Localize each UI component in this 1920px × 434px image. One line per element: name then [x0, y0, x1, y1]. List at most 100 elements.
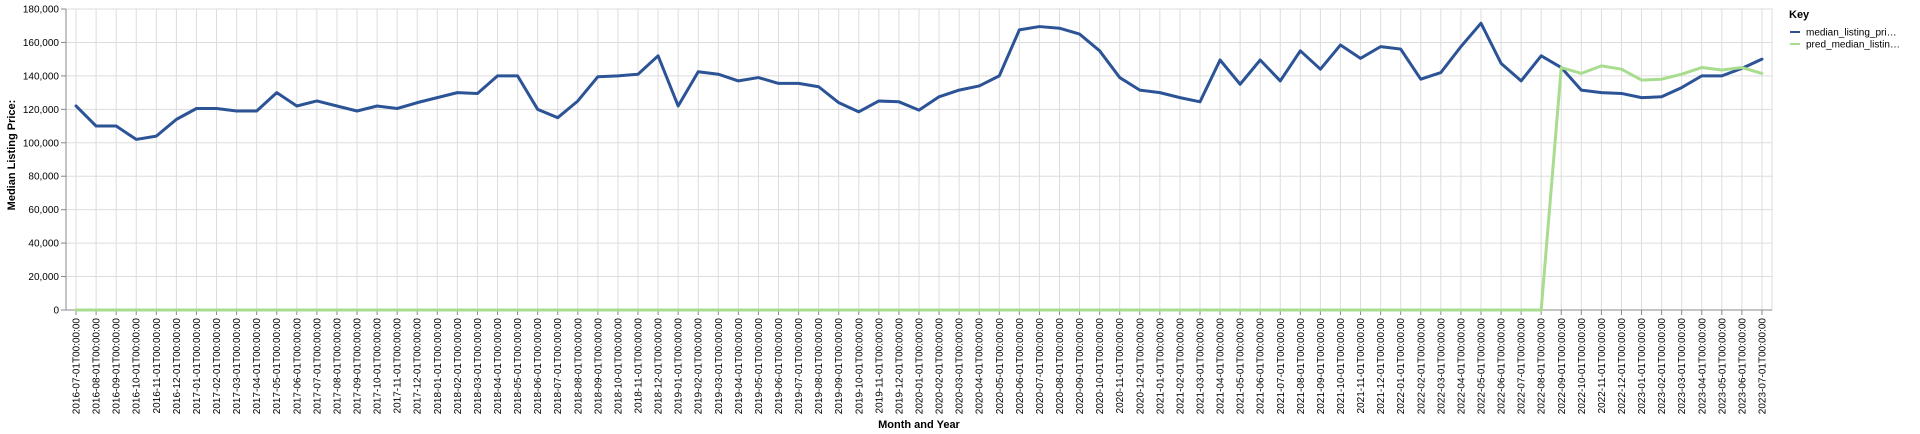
x-tick-label: 2019-03-01T00:00:00	[714, 318, 725, 415]
y-tick-label: 20,000	[28, 272, 59, 283]
x-tick-label: 2017-09-01T00:00:00	[353, 318, 364, 415]
x-tick-label: 2019-10-01T00:00:00	[854, 318, 865, 415]
x-tick-label: 2022-04-01T00:00:00	[1456, 318, 1467, 415]
x-tick-label: 2022-09-01T00:00:00	[1557, 318, 1568, 415]
x-tick-label: 2020-11-01T00:00:00	[1115, 318, 1126, 414]
series-lines	[74, 21, 1764, 312]
series-line-1	[74, 64, 1764, 312]
x-tick-label: 2019-04-01T00:00:00	[734, 318, 745, 415]
x-tick-label: 2019-02-01T00:00:00	[694, 318, 705, 415]
x-tick-label: 2016-07-01T00:00:00	[72, 318, 83, 415]
x-tick-label: 2021-01-01T00:00:00	[1155, 318, 1166, 415]
x-tick-label: 2023-01-01T00:00:00	[1637, 318, 1648, 415]
x-tick-label: 2018-01-01T00:00:00	[433, 318, 444, 415]
legend-title: Key	[1789, 9, 1810, 21]
x-tick-label: 2019-09-01T00:00:00	[834, 318, 845, 415]
x-tick-label: 2021-04-01T00:00:00	[1216, 318, 1227, 415]
x-tick-label: 2016-09-01T00:00:00	[112, 318, 123, 415]
x-tick-label: 2019-05-01T00:00:00	[754, 318, 765, 415]
x-tick-label: 2020-06-01T00:00:00	[1015, 318, 1026, 415]
x-tick-label: 2019-06-01T00:00:00	[774, 318, 785, 415]
y-tick-label: 0	[53, 306, 59, 317]
x-tick-label: 2022-12-01T00:00:00	[1617, 318, 1628, 415]
x-tick-label: 2018-11-01T00:00:00	[634, 318, 645, 414]
x-tick-label: 2021-11-01T00:00:00	[1356, 318, 1367, 414]
x-tick-label: 2018-07-01T00:00:00	[553, 318, 564, 415]
grid-lines	[65, 8, 1773, 311]
x-tick-label: 2017-12-01T00:00:00	[413, 318, 424, 415]
legend: Key median_listing_pri…pred_median_listi…	[1789, 9, 1900, 51]
x-tick-label: 2020-08-01T00:00:00	[1055, 318, 1066, 415]
x-tick-label: 2017-04-01T00:00:00	[252, 318, 263, 415]
x-tick-label: 2018-06-01T00:00:00	[533, 318, 544, 415]
series-line-0	[74, 21, 1764, 141]
x-tick-label: 2019-11-01T00:00:00	[874, 318, 885, 414]
x-tick-label: 2018-05-01T00:00:00	[513, 318, 524, 415]
x-tick-label: 2017-10-01T00:00:00	[373, 318, 384, 415]
x-tick-label: 2021-03-01T00:00:00	[1195, 318, 1206, 415]
x-tick-label: 2020-02-01T00:00:00	[935, 318, 946, 415]
x-tick-label: 2019-01-01T00:00:00	[674, 318, 685, 415]
x-tick-label: 2017-02-01T00:00:00	[212, 318, 223, 415]
x-tick-label: 2020-04-01T00:00:00	[975, 318, 986, 415]
x-tick-label: 2017-01-01T00:00:00	[192, 318, 203, 415]
y-tick-label: 60,000	[28, 205, 59, 216]
x-tick-label: 2018-09-01T00:00:00	[593, 318, 604, 415]
legend-label: median_listing_pri…	[1806, 28, 1897, 39]
x-tick-label: 2021-10-01T00:00:00	[1336, 318, 1347, 415]
x-tick-label: 2017-05-01T00:00:00	[272, 318, 283, 415]
y-axis: 0 20,000 40,000 60,000 80,000 100,000 120,000 1…	[23, 5, 67, 317]
y-tick-label: 140,000	[23, 71, 60, 82]
x-tick-label: 2016-10-01T00:00:00	[132, 318, 143, 415]
x-tick-label: 2020-07-01T00:00:00	[1035, 318, 1046, 415]
x-tick-label: 2022-02-01T00:00:00	[1416, 318, 1427, 415]
x-tick-label: 2021-12-01T00:00:00	[1376, 318, 1387, 415]
x-tick-label: 2021-09-01T00:00:00	[1316, 318, 1327, 415]
x-tick-label: 2018-10-01T00:00:00	[613, 318, 624, 415]
x-tick-label: 2023-02-01T00:00:00	[1657, 318, 1668, 415]
legend-label: pred_median_listin…	[1806, 40, 1900, 51]
x-tick-label: 2017-06-01T00:00:00	[292, 318, 303, 415]
x-tick-label: 2016-12-01T00:00:00	[172, 318, 183, 415]
x-tick-label: 2019-07-01T00:00:00	[794, 318, 805, 415]
x-tick-label: 2017-03-01T00:00:00	[232, 318, 243, 415]
x-tick-label: 2019-08-01T00:00:00	[814, 318, 825, 415]
x-tick-label: 2023-07-01T00:00:00	[1757, 318, 1768, 415]
x-tick-label: 2023-04-01T00:00:00	[1697, 318, 1708, 415]
x-tick-label: 2022-05-01T00:00:00	[1476, 318, 1487, 415]
x-tick-label: 2016-11-01T00:00:00	[152, 318, 163, 414]
x-tick-label: 2021-06-01T00:00:00	[1256, 318, 1267, 415]
x-tick-label: 2020-10-01T00:00:00	[1095, 318, 1106, 415]
y-tick-label: 120,000	[23, 105, 60, 116]
x-axis-title: Month and Year	[878, 419, 960, 431]
x-tick-label: 2023-03-01T00:00:00	[1677, 318, 1688, 415]
x-tick-label: 2016-08-01T00:00:00	[92, 318, 103, 415]
x-tick-label: 2020-05-01T00:00:00	[995, 318, 1006, 415]
x-tick-label: 2017-11-01T00:00:00	[393, 318, 404, 414]
x-tick-label: 2022-10-01T00:00:00	[1577, 318, 1588, 415]
legend-items: median_listing_pri…pred_median_listin…	[1790, 28, 1900, 51]
y-tick-label: 40,000	[28, 239, 59, 250]
x-tick-label: 2020-12-01T00:00:00	[1135, 318, 1146, 415]
x-tick-label: 2018-08-01T00:00:00	[573, 318, 584, 415]
x-tick-label: 2020-09-01T00:00:00	[1075, 318, 1086, 415]
y-tick-label: 100,000	[23, 138, 60, 149]
x-tick-label: 2017-07-01T00:00:00	[312, 318, 323, 415]
x-tick-label: 2022-07-01T00:00:00	[1517, 318, 1528, 415]
x-tick-label: 2022-06-01T00:00:00	[1497, 318, 1508, 415]
x-tick-label: 2019-12-01T00:00:00	[894, 318, 905, 415]
x-tick-label: 2023-06-01T00:00:00	[1737, 318, 1748, 415]
y-tick-label: 180,000	[23, 5, 60, 16]
y-axis-title: Median Listing Price:	[6, 100, 18, 211]
x-tick-label: 2023-05-01T00:00:00	[1717, 318, 1728, 415]
x-tick-label: 2020-03-01T00:00:00	[955, 318, 966, 415]
x-tick-label: 2018-02-01T00:00:00	[453, 318, 464, 415]
x-tick-label: 2021-08-01T00:00:00	[1296, 318, 1307, 415]
x-tick-label: 2021-02-01T00:00:00	[1175, 318, 1186, 415]
y-tick-label: 80,000	[28, 172, 59, 183]
x-tick-label: 2021-07-01T00:00:00	[1276, 318, 1287, 415]
x-tick-label: 2018-04-01T00:00:00	[493, 318, 504, 415]
x-tick-label: 2021-05-01T00:00:00	[1236, 318, 1247, 415]
